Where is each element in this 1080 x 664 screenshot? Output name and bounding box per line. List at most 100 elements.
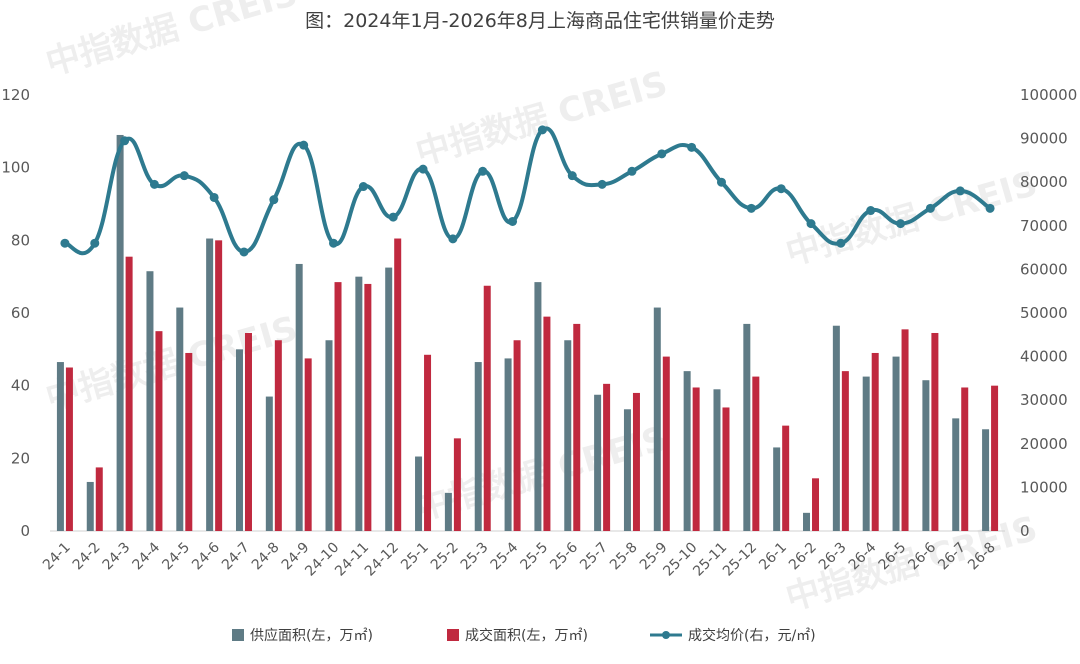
sales-bar [483,285,491,531]
sales-bar [364,283,372,531]
chart-title: 图：2024年1月-2026年8月上海商品住宅供销量价走势 [305,10,775,32]
sales-bar [901,329,909,531]
sales-bar [692,387,700,531]
right-y-tick-label: 30000 [1020,391,1068,409]
price-line-path [64,126,992,256]
sales-bar [155,331,163,531]
supply-bar [56,362,64,531]
supply-bar [385,267,393,531]
supply-bar [206,238,214,531]
supply-bar [504,358,512,531]
price-point [299,140,309,150]
supply-bar [743,323,751,531]
sales-bar [841,371,849,531]
price-point [746,203,756,213]
price-point [896,219,906,229]
supply-bar [623,409,631,531]
sales-bar [871,352,879,531]
price-point [925,203,935,213]
price-point [149,179,159,189]
supply-bar [355,276,363,531]
sales-bar [394,238,402,531]
sales-bar [215,240,223,532]
price-point [329,238,339,248]
price-point [179,171,189,181]
supply-bar [594,394,602,531]
price-point [508,216,518,226]
supply-bar [146,271,154,531]
sales-bar [603,383,611,531]
x-tick-label: 25-8 [607,540,641,574]
supply-bar [86,481,94,531]
sales-bar [632,392,640,531]
price-point [776,184,786,194]
sales-bar [991,385,999,531]
left-y-tick-label: 80 [11,231,30,249]
left-y-tick-label: 40 [11,377,30,395]
supply-bar [444,492,452,531]
sales-bar [185,352,193,531]
supply-bar [683,371,691,531]
price-point [478,166,488,176]
supply-bar [653,307,661,531]
sales-bar [453,438,461,531]
sales-bar [304,358,312,531]
x-tick-label: 24-7 [219,540,253,574]
supply-bar [116,134,124,531]
sales-bar [274,340,282,531]
price-point [866,206,876,216]
supply-bar [534,282,542,531]
right-y-tick-label: 50000 [1020,304,1068,322]
x-tick-label: 25-12 [720,540,760,580]
right-y-tick-label: 0 [1020,522,1030,540]
price-line [60,125,995,257]
x-tick-label: 25-2 [428,540,462,574]
price-point [985,203,995,213]
right-y-tick-label: 40000 [1020,348,1068,366]
left-y-tick-label: 120 [1,86,30,104]
supply-bar [176,307,184,531]
watermark-text: 中指数据 CREIS [41,309,301,419]
x-tick-label: 24-4 [129,539,163,573]
legend-supply-swatch [232,629,244,641]
sales-bar [752,376,760,531]
x-tick-label: 25-5 [517,540,551,574]
price-point [567,171,577,181]
legend-price-label: 成交均价(右，元/㎡) [688,627,816,644]
sales-bar [244,332,252,531]
watermark-text: 中指数据 CREIS [41,0,301,84]
sales-bar [782,425,790,531]
x-tick-label: 24-2 [70,540,104,574]
supply-bar [803,512,811,531]
legend-supply-label: 供应面积(左，万㎡) [250,627,373,644]
supply-bar [952,418,960,531]
left-y-axis: 0 20 40 60 80 100 120 [1,86,30,540]
legend-sales-label: 成交面积(左，万㎡) [465,627,588,644]
price-point [358,182,368,192]
price-point [239,247,249,257]
right-y-tick-label: 10000 [1020,478,1068,496]
supply-bar [982,429,990,531]
sales-bar [543,316,551,531]
supply-bar [773,447,781,531]
left-y-tick-label: 0 [20,522,30,540]
left-y-tick-label: 20 [11,449,30,467]
price-point [388,212,398,222]
sales-bar [125,256,133,531]
supply-bar [474,362,482,531]
right-y-axis: 0 10000 20000 30000 40000 50000 60000 70000 8000… [1020,86,1077,540]
supply-bar [295,263,303,531]
sales-bar [662,356,670,531]
legend-sales-swatch [447,629,459,641]
price-point [716,177,726,187]
price-point [537,125,547,135]
supply-bar [862,376,870,531]
supply-bar [922,380,930,531]
sales-bar [513,340,521,531]
price-point [90,238,100,248]
price-point [269,195,279,205]
watermark-text: 中指数据 CREIS [411,64,671,174]
price-point [687,142,697,152]
x-tick-label: 25-4 [488,539,522,573]
